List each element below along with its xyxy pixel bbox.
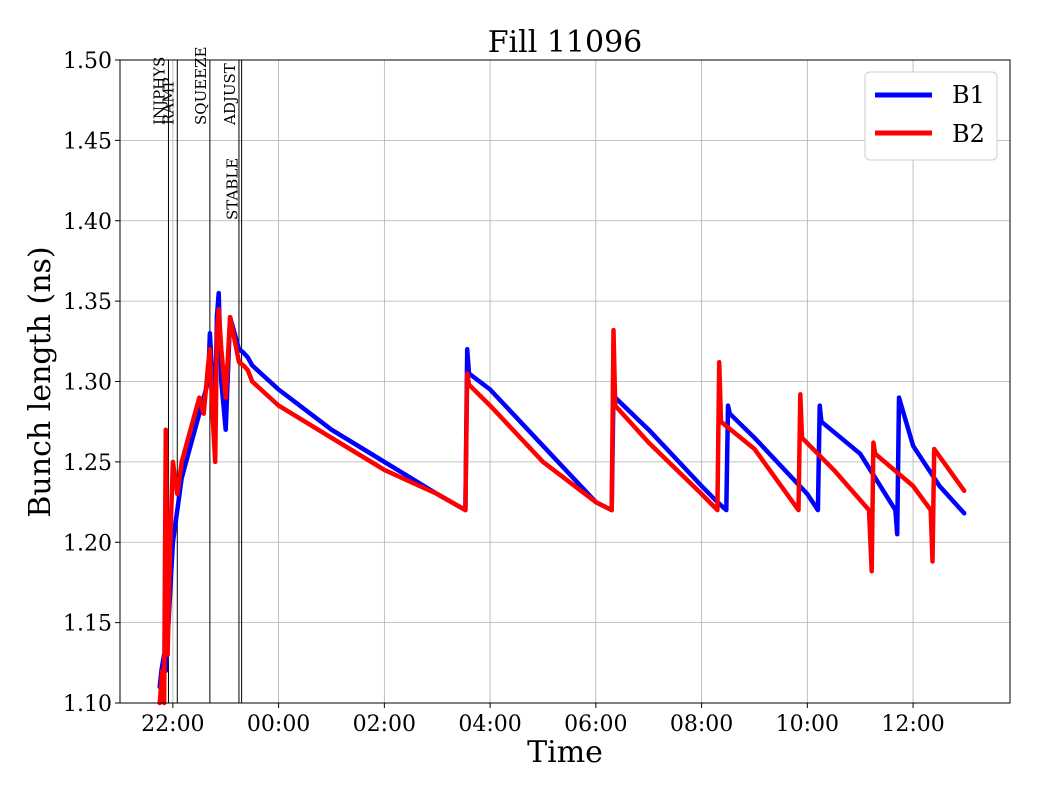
x-axis-ticks: 22:00 00:00 02:00 04:00 06:00 08:00 10:00 12:00: [141, 703, 945, 737]
y-axis-label: Bunch length (ns): [23, 246, 58, 517]
series-line-b1: [157, 290, 967, 690]
x-axis-label: Time: [527, 735, 603, 770]
legend-label-b1: B1: [952, 81, 985, 109]
y-tick-label: 1.25: [63, 451, 112, 476]
y-tick-label: 1.20: [63, 531, 112, 556]
y-axis-ticks: 1.10 1.15 1.20 1.25 1.30 1.35 1.40 1.45 1.50: [63, 49, 120, 717]
phase-label-stable: STABLE: [224, 158, 242, 220]
y-tick-label: 1.40: [63, 210, 112, 235]
x-tick-label: 08:00: [670, 712, 733, 737]
series-line-b2: [157, 306, 967, 706]
x-tick-label: 04:00: [458, 712, 521, 737]
x-tick-label: 06:00: [564, 712, 627, 737]
y-tick-label: 1.15: [63, 612, 112, 637]
phase-label-squeeze: SQUEEZE: [192, 47, 210, 126]
y-tick-label: 1.10: [63, 692, 112, 717]
phase-label-injphys: INJPHYS: [150, 57, 168, 125]
y-tick-label: 1.35: [63, 290, 112, 315]
x-tick-label: 22:00: [141, 712, 204, 737]
legend: B1 B2: [864, 71, 998, 161]
phase-label-ramp: RAMP: [159, 77, 177, 125]
y-tick-label: 1.50: [63, 49, 112, 74]
y-tick-label: 1.30: [63, 371, 112, 396]
y-tick-label: 1.45: [63, 129, 112, 154]
series-lines: [157, 290, 967, 706]
chart-title: Fill 11096: [488, 25, 643, 60]
x-tick-label: 02:00: [353, 712, 416, 737]
grid: [120, 59, 1010, 704]
x-tick-label: 10:00: [776, 712, 839, 737]
x-tick-label: 00:00: [247, 712, 310, 737]
x-tick-label: 12:00: [881, 712, 944, 737]
phase-label-adjust: ADJUST: [221, 63, 239, 126]
legend-label-b2: B2: [952, 120, 985, 148]
